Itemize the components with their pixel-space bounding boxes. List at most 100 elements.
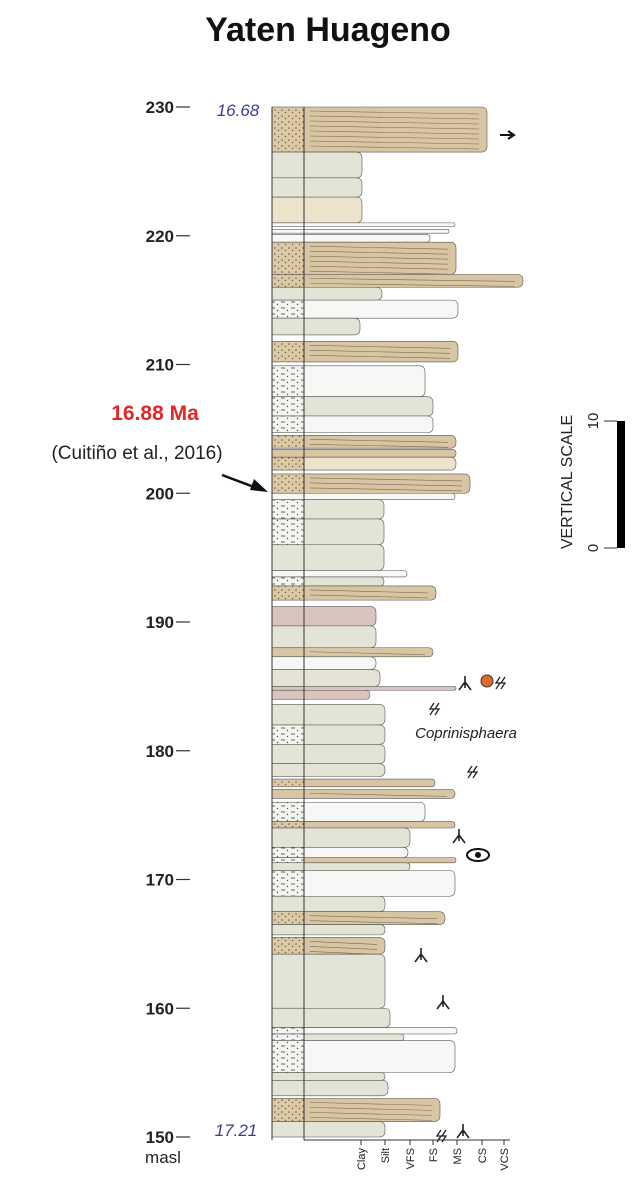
lithology <box>272 863 304 871</box>
lithology <box>272 449 304 457</box>
bed <box>304 954 385 1008</box>
lithology <box>272 1040 304 1072</box>
lithology <box>272 1028 304 1034</box>
lithology <box>272 397 304 416</box>
lithology <box>272 954 304 1008</box>
bed <box>304 229 449 233</box>
lithology <box>272 925 304 935</box>
lithology <box>272 586 304 600</box>
bed <box>304 449 456 457</box>
bed <box>304 690 370 699</box>
bed <box>304 744 385 763</box>
bed <box>304 686 456 690</box>
bed <box>304 545 384 571</box>
lithology <box>272 828 304 847</box>
bed <box>304 858 456 863</box>
bed <box>304 925 385 935</box>
grain-label: Clay <box>356 1148 368 1171</box>
lithology <box>272 1034 304 1040</box>
scale-bar <box>617 421 625 548</box>
lithology <box>272 152 304 178</box>
lithology <box>272 779 304 787</box>
lithology <box>272 1098 304 1121</box>
tick-label: 210 <box>146 356 174 375</box>
nest-fossil <box>481 675 493 687</box>
trace-fossil: Coprinisphaera <box>415 725 517 742</box>
bed <box>304 300 458 318</box>
bed <box>304 586 436 600</box>
bed <box>304 152 362 178</box>
bed <box>304 657 376 670</box>
lithology <box>272 725 304 744</box>
tick-label: 150 <box>146 1128 174 1147</box>
bed <box>304 577 384 586</box>
bed <box>304 519 384 545</box>
bed <box>304 847 408 857</box>
tick-label: 230 <box>146 98 174 117</box>
lithology <box>272 474 304 493</box>
lithology <box>272 416 304 433</box>
bed <box>304 178 362 197</box>
lithology <box>272 686 304 690</box>
lithology <box>272 690 304 699</box>
bed <box>304 670 380 687</box>
bed <box>304 764 385 777</box>
lithology <box>272 234 304 242</box>
lithology <box>272 519 304 545</box>
tick-label: 190 <box>146 613 174 632</box>
scale-tick-label: 10 <box>585 413 602 430</box>
bed <box>304 366 425 397</box>
tick-label: 170 <box>146 871 174 890</box>
bed <box>304 725 385 744</box>
arrowhead <box>250 479 268 492</box>
lithology <box>272 802 304 821</box>
grain-label: FS <box>428 1148 440 1162</box>
lithology <box>272 223 304 227</box>
bed <box>304 779 435 787</box>
grain-label: VCS <box>499 1148 511 1171</box>
lithology <box>272 545 304 571</box>
lithology <box>272 571 304 577</box>
nodule-core <box>475 852 481 858</box>
tick-label: 220 <box>146 227 174 246</box>
lithology <box>272 744 304 763</box>
bed <box>304 802 425 821</box>
top-age: 16.68 <box>217 101 260 120</box>
lithology <box>272 1080 304 1095</box>
lithology <box>272 178 304 197</box>
bed <box>304 1122 385 1137</box>
lithology <box>272 670 304 687</box>
bed <box>304 457 456 470</box>
lithology <box>272 1073 304 1081</box>
bed <box>304 197 362 223</box>
lithology <box>272 607 304 626</box>
beds <box>272 107 523 1137</box>
bed <box>304 1040 455 1072</box>
lithology <box>272 870 304 896</box>
lithology <box>272 500 304 519</box>
lithology <box>272 858 304 863</box>
bed <box>304 500 384 519</box>
lithology <box>272 937 304 954</box>
bed <box>304 287 382 300</box>
bed <box>304 234 430 242</box>
lithology <box>272 435 304 448</box>
bottom-age: 17.21 <box>215 1121 258 1140</box>
lithology <box>272 300 304 318</box>
tick-label: 180 <box>146 742 174 761</box>
lithology <box>272 318 304 335</box>
paleocurrent-arrow <box>500 131 514 139</box>
lithology <box>272 1008 304 1027</box>
lithology <box>272 704 304 725</box>
lithology <box>272 107 304 152</box>
lithology <box>272 457 304 470</box>
bed <box>304 828 410 847</box>
grain-label: VFS <box>405 1148 417 1169</box>
bed <box>304 1008 390 1027</box>
lithology <box>272 197 304 223</box>
bed <box>304 896 385 911</box>
tick-label: 160 <box>146 999 174 1018</box>
lithology <box>272 648 304 657</box>
lithology <box>272 789 304 798</box>
lithology <box>272 626 304 648</box>
